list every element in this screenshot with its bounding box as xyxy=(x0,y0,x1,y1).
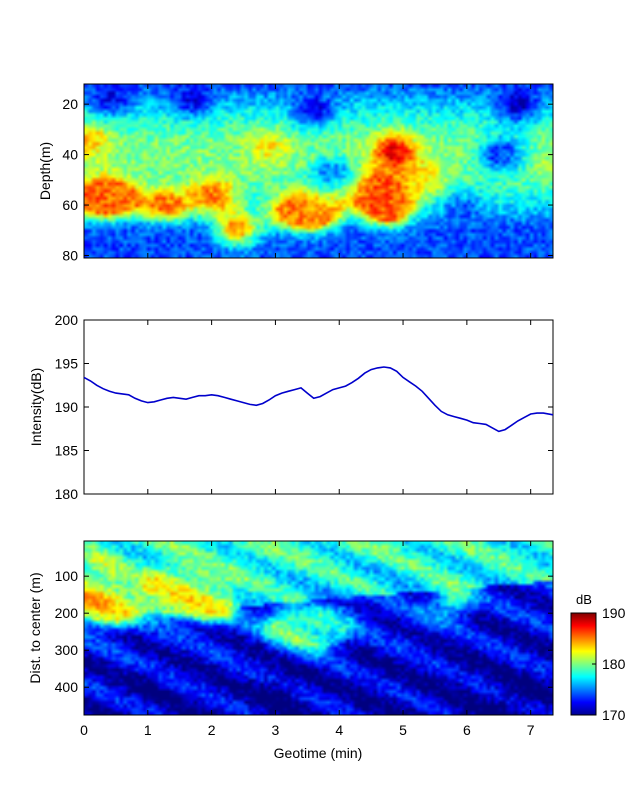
y-tick-label: 80 xyxy=(62,247,78,263)
y-tick-label: 180 xyxy=(55,486,79,502)
colorbar-tick-label: 170 xyxy=(602,707,626,723)
intensity-series-line xyxy=(83,366,554,433)
x-tick-label: 6 xyxy=(463,722,471,738)
intensity-x-ticks xyxy=(83,320,532,494)
intensity-plot-area xyxy=(83,319,554,495)
colorbar-tick-label: 190 xyxy=(602,605,626,621)
depth-heatmap-y-ticks: 20 40 60 80 xyxy=(62,96,553,263)
x-tick-label: 3 xyxy=(272,722,280,738)
x-tick-label: 7 xyxy=(527,722,535,738)
y-tick-label: 60 xyxy=(62,197,78,213)
depth-heatmap-x-ticks xyxy=(83,84,532,258)
distance-y-label: Dist. to center (m) xyxy=(27,572,43,683)
y-tick-label: 20 xyxy=(62,96,78,112)
y-tick-label: 195 xyxy=(55,356,79,372)
x-axis-label: Geotime (min) xyxy=(274,745,363,761)
intensity-line-panel: 180 185 190 195 200 Intensity(dB) xyxy=(28,312,554,502)
y-tick-label: 200 xyxy=(55,312,79,328)
depth-heatmap-frame xyxy=(83,83,554,259)
distance-heatmap-image xyxy=(84,541,553,715)
y-tick-label: 400 xyxy=(55,679,79,695)
y-tick-label: 190 xyxy=(55,399,79,415)
distance-x-ticks: 0 1 2 3 4 5 6 7 xyxy=(80,541,535,738)
intensity-y-ticks: 180 185 190 195 200 xyxy=(55,312,553,502)
y-tick-label: 200 xyxy=(55,605,79,621)
x-tick-label: 0 xyxy=(80,722,88,738)
depth-heatmap-panel: 20 40 60 80 Depth(m) xyxy=(37,83,554,263)
y-tick-label: 40 xyxy=(62,147,78,163)
x-tick-label: 1 xyxy=(144,722,152,738)
intensity-y-label: Intensity(dB) xyxy=(28,368,44,447)
y-tick-label: 100 xyxy=(55,568,79,584)
depth-heatmap-y-label: Depth(m) xyxy=(37,142,53,200)
colorbar-unit: dB xyxy=(576,592,592,607)
y-tick-label: 300 xyxy=(55,642,79,658)
depth-heatmap-image xyxy=(84,84,553,258)
distance-y-ticks: 100 200 300 400 xyxy=(55,568,553,695)
colorbar: dB 170 180 190 xyxy=(570,592,626,723)
y-tick-label: 185 xyxy=(55,443,79,459)
x-tick-label: 5 xyxy=(399,722,407,738)
distance-heatmap-frame xyxy=(83,540,554,716)
x-tick-label: 2 xyxy=(208,722,216,738)
colorbar-tick-label: 180 xyxy=(602,656,626,672)
colorbar-ticks: 170 180 190 xyxy=(592,605,626,723)
x-tick-label: 4 xyxy=(335,722,343,738)
colorbar-gradient xyxy=(570,612,597,716)
distance-heatmap-panel: 100 200 300 400 0 1 2 3 4 5 6 7 Dist. to center (m… xyxy=(27,540,554,761)
